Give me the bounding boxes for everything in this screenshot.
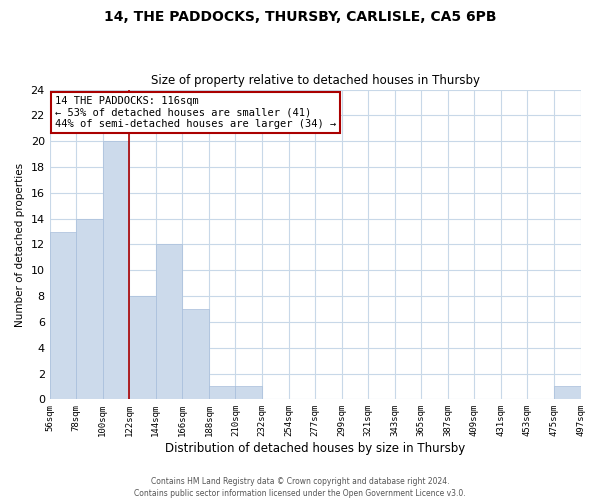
Bar xyxy=(103,141,129,400)
Bar xyxy=(235,386,262,400)
Bar xyxy=(129,296,156,400)
Bar xyxy=(554,386,581,400)
Bar xyxy=(156,244,182,400)
Title: Size of property relative to detached houses in Thursby: Size of property relative to detached ho… xyxy=(151,74,479,87)
Bar xyxy=(182,309,209,400)
Y-axis label: Number of detached properties: Number of detached properties xyxy=(15,162,25,326)
Bar xyxy=(50,232,76,400)
Text: 14, THE PADDOCKS, THURSBY, CARLISLE, CA5 6PB: 14, THE PADDOCKS, THURSBY, CARLISLE, CA5… xyxy=(104,10,496,24)
Bar xyxy=(76,218,103,400)
X-axis label: Distribution of detached houses by size in Thursby: Distribution of detached houses by size … xyxy=(165,442,465,455)
Text: Contains HM Land Registry data © Crown copyright and database right 2024.
Contai: Contains HM Land Registry data © Crown c… xyxy=(134,476,466,498)
Bar xyxy=(209,386,235,400)
Text: 14 THE PADDOCKS: 116sqm
← 53% of detached houses are smaller (41)
44% of semi-de: 14 THE PADDOCKS: 116sqm ← 53% of detache… xyxy=(55,96,336,129)
